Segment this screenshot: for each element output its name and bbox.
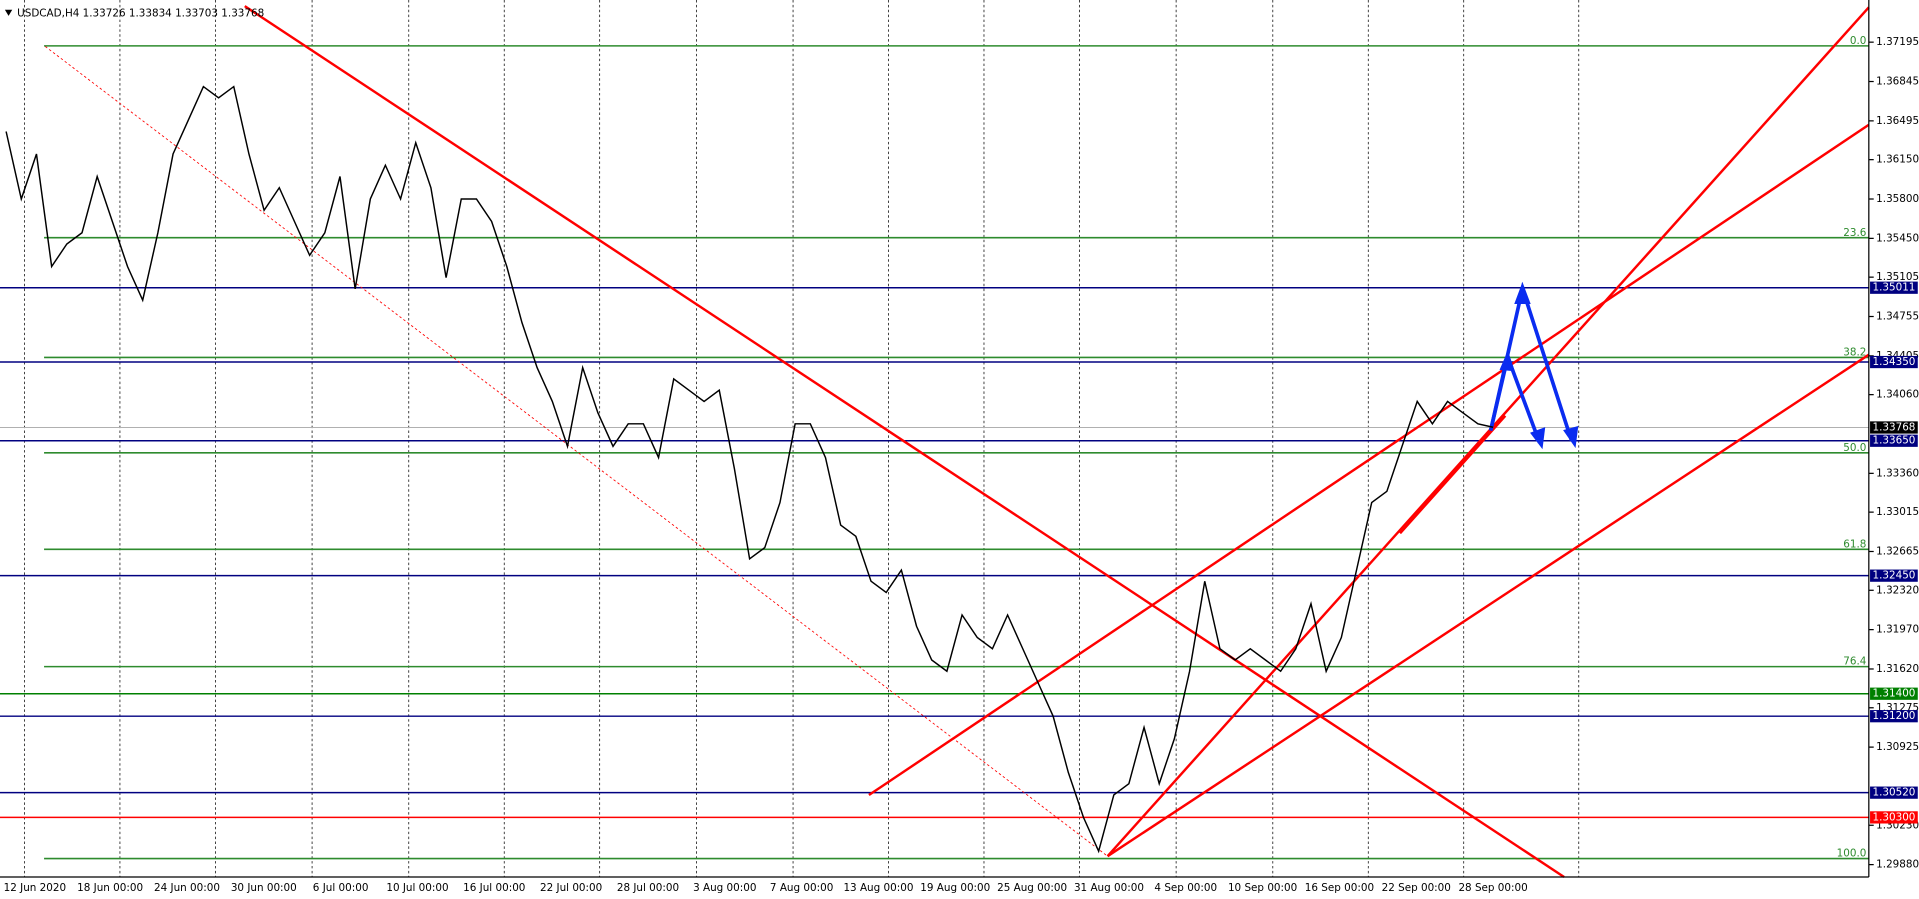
menu-icon <box>4 9 13 16</box>
y-tick-label: 1.32320 <box>1876 584 1919 596</box>
price-box-label: 1.31400 <box>1872 688 1915 700</box>
current-price-label: 1.33768 <box>1872 421 1915 433</box>
y-tick-label: 1.36845 <box>1876 76 1919 88</box>
price-box <box>1870 687 1918 700</box>
x-tick-label: 13 Aug 00:00 <box>843 882 913 894</box>
price-box <box>1870 421 1918 434</box>
y-tick-label: 1.33015 <box>1876 506 1919 518</box>
chart-title: USDCAD,H4 1.33726 1.33834 1.33703 1.3376… <box>17 7 264 19</box>
x-tick-label: 19 Aug 00:00 <box>920 882 990 894</box>
trend-line <box>1106 353 1870 858</box>
fib-label: 100.0 <box>1837 848 1867 860</box>
arrow-head <box>1530 427 1546 450</box>
arrow-head <box>1514 282 1531 304</box>
x-tick-label: 18 Jun 00:00 <box>77 882 143 894</box>
fib-label: 23.6 <box>1843 227 1866 239</box>
y-tick-label: 1.31275 <box>1876 702 1919 714</box>
fib-label: 76.4 <box>1843 656 1867 668</box>
y-tick-label: 1.33360 <box>1876 467 1919 479</box>
x-tick-label: 28 Jul 00:00 <box>617 882 679 894</box>
fib-label: 50.0 <box>1843 442 1866 454</box>
x-tick-label: 25 Aug 00:00 <box>997 882 1067 894</box>
trend-line <box>868 123 1870 797</box>
y-tick-label: 1.36150 <box>1876 154 1919 166</box>
price-box <box>1870 786 1918 799</box>
x-tick-label: 24 Jun 00:00 <box>154 882 220 894</box>
price-box <box>1870 434 1918 447</box>
y-tick-label: 1.30230 <box>1876 819 1919 831</box>
forecast-arrows <box>1488 281 1579 450</box>
price-box-label: 1.35011 <box>1872 282 1915 294</box>
price-box <box>1870 355 1918 369</box>
price-box <box>1870 569 1918 582</box>
fib-label: 38.2 <box>1843 347 1866 359</box>
x-tick-label: 30 Jun 00:00 <box>231 882 297 894</box>
y-tick-label: 1.35105 <box>1876 271 1919 283</box>
price-box-label: 1.30520 <box>1872 787 1915 799</box>
y-tick-label: 1.29880 <box>1876 859 1919 871</box>
x-tick-label: 10 Jul 00:00 <box>386 882 448 894</box>
y-tick-label: 1.30925 <box>1876 741 1919 753</box>
x-tick-label: 6 Jul 00:00 <box>313 882 369 894</box>
x-tick-label: 10 Sep 00:00 <box>1228 882 1297 894</box>
fib-label: 61.8 <box>1843 538 1866 550</box>
x-tick-label: 16 Jul 00:00 <box>463 882 525 894</box>
trend-line <box>1399 415 1507 535</box>
x-tick-label: 12 Jun 2020 <box>4 882 66 894</box>
x-tick-label: 22 Jul 00:00 <box>540 882 602 894</box>
x-tick-label: 28 Sep 00:00 <box>1458 882 1527 894</box>
y-tick-label: 1.34405 <box>1876 350 1919 362</box>
price-box-label: 1.34350 <box>1872 356 1915 368</box>
price-box-label: 1.31200 <box>1872 710 1915 722</box>
arrow-head <box>1563 426 1579 449</box>
price-box <box>1870 710 1918 723</box>
x-tick-label: 3 Aug 00:00 <box>693 882 756 894</box>
y-tick-label: 1.34755 <box>1876 311 1919 323</box>
y-tick-label: 1.31620 <box>1876 663 1919 675</box>
y-tick-label: 1.35450 <box>1876 232 1919 244</box>
x-tick-label: 16 Sep 00:00 <box>1305 882 1374 894</box>
y-tick-label: 1.37195 <box>1876 36 1919 48</box>
price-line <box>5 85 1494 854</box>
x-tick-label: 22 Sep 00:00 <box>1382 882 1451 894</box>
x-tick-label: 4 Sep 00:00 <box>1154 882 1217 894</box>
y-tick-label: 1.36495 <box>1876 115 1919 127</box>
y-tick-label: 1.34060 <box>1876 389 1919 401</box>
trend-line <box>1106 6 1870 858</box>
trend-lines <box>45 5 1870 879</box>
trend-line <box>244 5 1565 879</box>
arrow-head <box>1499 350 1515 372</box>
price-box-label: 1.30300 <box>1872 811 1915 823</box>
trend-line <box>45 46 1108 857</box>
price-box-label: 1.32450 <box>1872 570 1915 582</box>
y-tick-label: 1.35800 <box>1876 193 1919 205</box>
price-box <box>1870 281 1918 294</box>
y-tick-label: 1.31970 <box>1876 624 1919 636</box>
price-box-label: 1.33650 <box>1872 435 1915 447</box>
x-tick-label: 31 Aug 00:00 <box>1074 882 1144 894</box>
fib-label: 0.0 <box>1850 35 1867 47</box>
price-box <box>1870 811 1918 824</box>
y-tick-label: 1.32665 <box>1876 545 1919 557</box>
x-tick-label: 7 Aug 00:00 <box>770 882 833 894</box>
